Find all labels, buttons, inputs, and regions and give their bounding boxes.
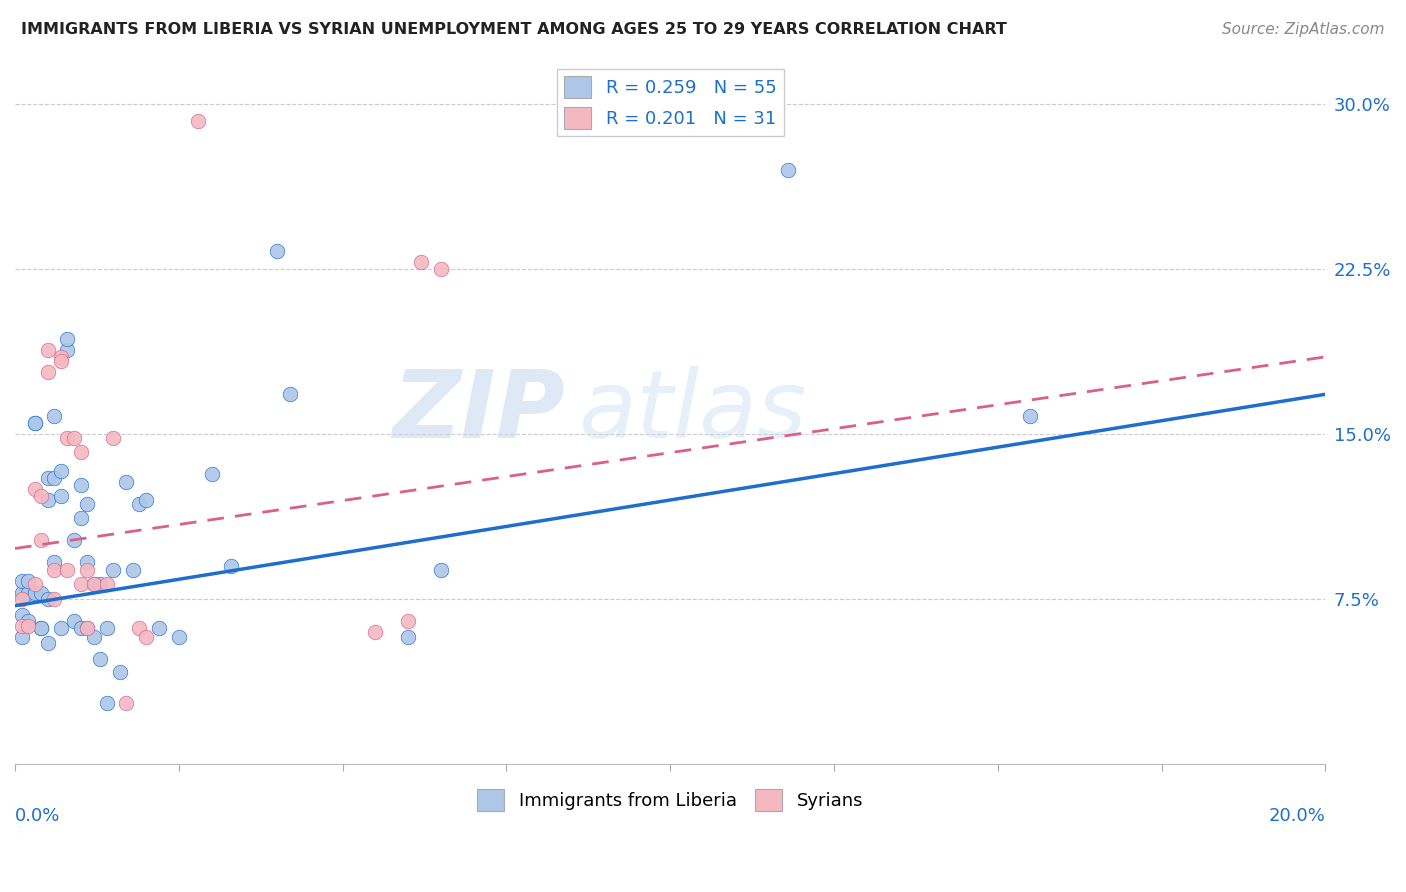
Text: IMMIGRANTS FROM LIBERIA VS SYRIAN UNEMPLOYMENT AMONG AGES 25 TO 29 YEARS CORRELA: IMMIGRANTS FROM LIBERIA VS SYRIAN UNEMPL… (21, 22, 1007, 37)
Point (411, 255, 433, 269)
Point (44, 592, 66, 607)
Point (49, 621, 72, 635)
Point (103, 431, 125, 445)
Point (396, 614, 419, 628)
Point (148, 621, 170, 635)
Point (278, 387, 301, 401)
Point (430, 564, 453, 578)
Point (30, 621, 52, 635)
Point (430, 261, 453, 276)
Text: ZIP: ZIP (392, 366, 565, 458)
Point (69, 477, 91, 491)
Point (10, 585, 32, 599)
Point (24, 482, 46, 496)
Point (10, 592, 32, 607)
Point (76, 621, 98, 635)
Point (10, 630, 32, 644)
Point (44, 564, 66, 578)
Point (135, 630, 157, 644)
Point (187, 114, 209, 128)
Point (76, 497, 98, 511)
Point (37, 365, 59, 379)
Point (30, 489, 52, 503)
Point (37, 343, 59, 358)
Text: 20.0%: 20.0% (1268, 806, 1326, 824)
Point (76, 564, 98, 578)
Point (103, 564, 125, 578)
Text: atlas: atlas (578, 367, 807, 458)
Point (24, 416, 46, 430)
Point (56, 343, 79, 358)
Point (115, 475, 138, 490)
Point (69, 510, 91, 524)
Point (83, 630, 105, 644)
Point (128, 497, 150, 511)
Point (96, 576, 118, 591)
Point (200, 467, 222, 481)
Point (30, 585, 52, 599)
Point (24, 576, 46, 591)
Text: Source: ZipAtlas.com: Source: ZipAtlas.com (1222, 22, 1385, 37)
Point (76, 555, 98, 569)
Point (83, 576, 105, 591)
Point (63, 431, 86, 445)
Point (44, 555, 66, 569)
Point (69, 444, 91, 458)
Point (10, 618, 32, 632)
Point (24, 585, 46, 599)
Point (266, 244, 288, 259)
Point (396, 630, 419, 644)
Point (69, 576, 91, 591)
Point (63, 533, 86, 547)
Point (17, 618, 39, 632)
Point (96, 621, 118, 635)
Point (49, 489, 72, 503)
Point (44, 409, 66, 424)
Point (44, 471, 66, 485)
Point (1019, 409, 1042, 424)
Point (219, 559, 242, 574)
Point (56, 332, 79, 346)
Point (108, 665, 131, 679)
Point (24, 416, 46, 430)
Point (778, 162, 800, 177)
Point (10, 574, 32, 589)
Text: 0.0%: 0.0% (15, 806, 60, 824)
Point (37, 471, 59, 485)
Point (56, 564, 79, 578)
Point (49, 350, 72, 364)
Point (89, 576, 111, 591)
Point (37, 592, 59, 607)
Point (17, 585, 39, 599)
Point (30, 621, 52, 635)
Point (63, 614, 86, 628)
Point (37, 493, 59, 508)
Point (96, 696, 118, 710)
Point (37, 636, 59, 650)
Point (17, 614, 39, 628)
Point (10, 607, 32, 622)
Point (122, 564, 145, 578)
Point (56, 431, 79, 445)
Point (17, 574, 39, 589)
Point (30, 533, 52, 547)
Point (49, 354, 72, 368)
Point (69, 621, 91, 635)
Point (128, 621, 150, 635)
Point (89, 651, 111, 665)
Point (364, 625, 387, 640)
Point (135, 493, 157, 508)
Point (76, 621, 98, 635)
Point (83, 576, 105, 591)
Point (49, 464, 72, 478)
Point (167, 630, 190, 644)
Legend: R = 0.259   N = 55, R = 0.201   N = 31: R = 0.259 N = 55, R = 0.201 N = 31 (557, 69, 783, 136)
Point (115, 696, 138, 710)
